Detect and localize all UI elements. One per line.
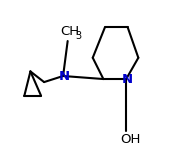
Text: N: N xyxy=(59,69,70,83)
Text: CH: CH xyxy=(60,25,79,38)
Text: OH: OH xyxy=(121,133,141,146)
Text: 3: 3 xyxy=(75,31,81,41)
Text: N: N xyxy=(122,73,133,86)
